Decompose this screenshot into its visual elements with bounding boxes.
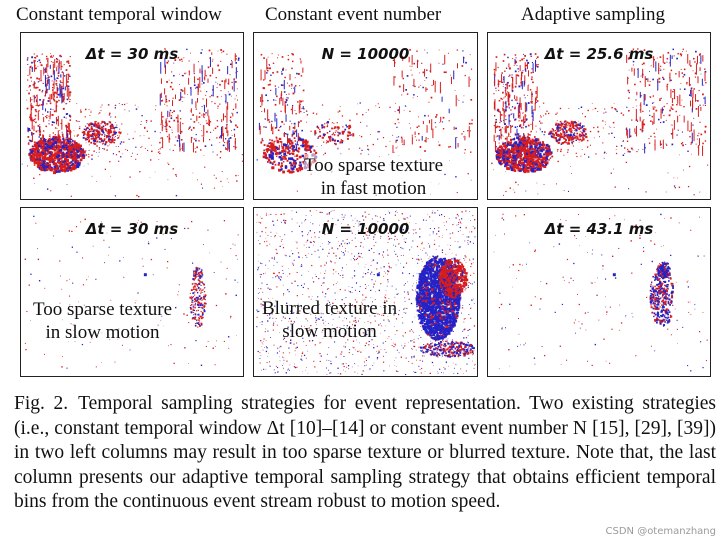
column-heading-adaptive-sampling: Adaptive sampling	[521, 4, 666, 25]
caption-text: Temporal sampling strategies for event r…	[14, 393, 716, 513]
watermark: CSDN @otemanzhang	[605, 526, 717, 537]
event-frame-street-adaptive	[491, 48, 709, 196]
panel-r1-constant-window: Δt = 30 ms	[20, 32, 244, 200]
column-heading-constant-temporal-window: Constant temporal window	[16, 4, 222, 25]
delta-t-label: Δt = 30 ms	[85, 45, 179, 63]
panel-r1-constant-number: N = 10000 Too sparse texture in fast mot…	[253, 32, 478, 200]
panel-r2-constant-number: N = 10000 Blurred texture in slow motion	[253, 207, 478, 377]
sparse-fast-note: Too sparse texture in fast motion	[304, 154, 444, 199]
figure-caption: Fig. 2. Temporal sampling strategies for …	[14, 392, 716, 515]
event-frame-person-slow	[24, 215, 239, 369]
sparse-slow-note: Too sparse texture in slow motion	[33, 298, 173, 344]
panel-r2-adaptive: Δt = 43.1 ms	[487, 207, 711, 377]
delta-t-label: Δt = 43.1 ms	[544, 220, 654, 238]
event-frame-person-blurred	[256, 210, 476, 376]
blurred-note: Blurred texture in slow motion	[262, 298, 398, 342]
event-frame-person-adaptive	[493, 213, 708, 372]
event-frame-street-fast	[21, 48, 243, 198]
event-number-label: N = 10000	[321, 220, 410, 238]
figure-label: Fig. 2.	[14, 393, 69, 414]
panel-r2-constant-window: Δt = 30 ms Too sparse texture in slow mo…	[20, 207, 244, 377]
panel-r1-adaptive: Δt = 25.6 ms	[487, 32, 711, 200]
delta-t-label: Δt = 25.6 ms	[544, 45, 654, 63]
delta-t-label: Δt = 30 ms	[85, 220, 179, 238]
event-number-label: N = 10000	[321, 45, 410, 63]
column-heading-constant-event-number: Constant event number	[265, 4, 442, 25]
